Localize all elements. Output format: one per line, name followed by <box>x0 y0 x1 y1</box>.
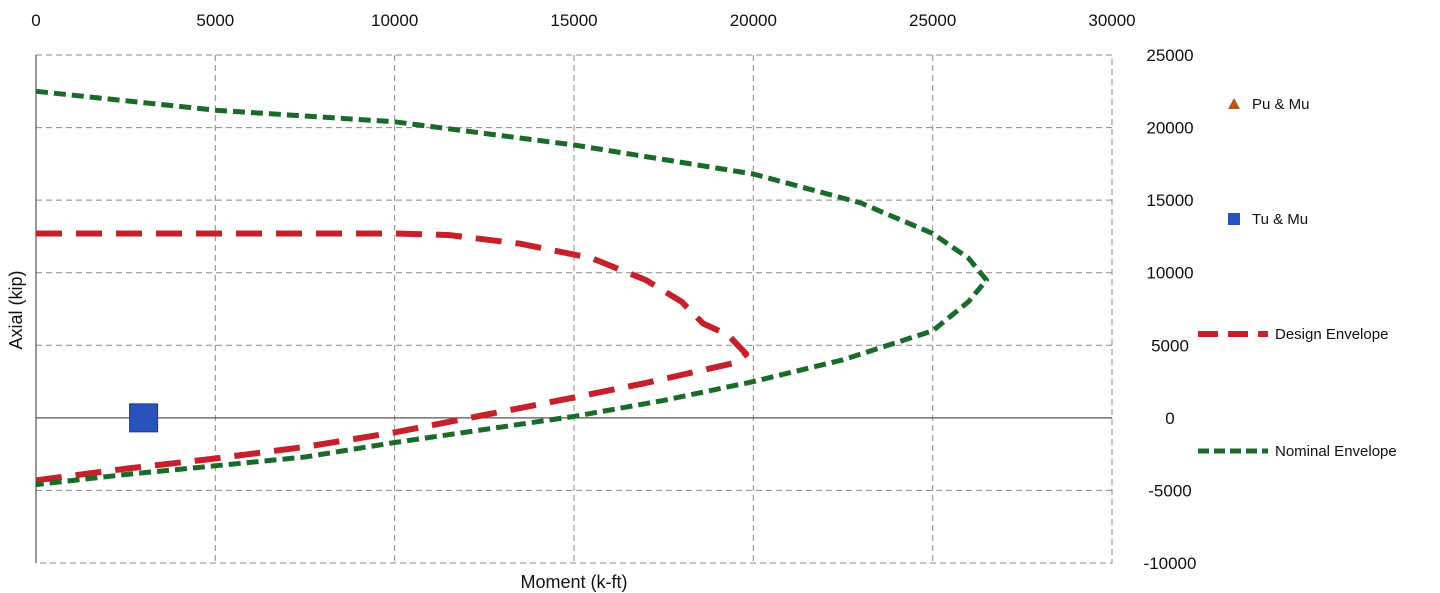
y-axis-title: Axial (kip) <box>6 270 26 349</box>
y-tick-label: 10000 <box>1146 264 1193 283</box>
tick-labels: 0 5000 10000 15000 20000 25000 30000 25000 20000… <box>31 11 1196 573</box>
legend-entry-tu-mu: Tu & Mu <box>1228 211 1308 228</box>
x-tick-label: 0 <box>31 11 40 30</box>
x-tick-label: 15000 <box>550 11 597 30</box>
x-tick-label: 25000 <box>909 11 956 30</box>
y-tick-label: 0 <box>1165 409 1174 428</box>
y-tick-label: 5000 <box>1151 336 1189 355</box>
legend-label: Design Envelope <box>1275 326 1388 343</box>
x-tick-label: 10000 <box>371 11 418 30</box>
y-tick-label: 15000 <box>1146 191 1193 210</box>
legend-entry-design-envelope: Design Envelope <box>1198 326 1388 343</box>
legend-entry-nominal-envelope: Nominal Envelope <box>1198 443 1397 460</box>
y-tick-label: 20000 <box>1146 119 1193 138</box>
x-tick-label: 30000 <box>1088 11 1135 30</box>
y-tick-label: -10000 <box>1144 554 1197 573</box>
legend: Pu & Mu Tu & Mu Design Envelope Nominal Env… <box>1198 96 1397 460</box>
x-axis-title: Moment (k-ft) <box>520 572 627 592</box>
series-line-nominal-envelope <box>35 88 989 488</box>
data-series <box>35 88 989 488</box>
series-line-design-envelope <box>35 230 750 484</box>
legend-label: Nominal Envelope <box>1275 443 1397 460</box>
data-point-tu-mu <box>129 403 159 433</box>
y-tick-label: -5000 <box>1148 481 1191 500</box>
legend-label: Tu & Mu <box>1252 211 1308 228</box>
x-tick-label: 20000 <box>730 11 777 30</box>
legend-symbol-triangle <box>1228 98 1240 109</box>
gridlines <box>36 55 1112 563</box>
y-tick-label: 25000 <box>1146 46 1193 65</box>
legend-label: Pu & Mu <box>1252 96 1310 113</box>
legend-symbol-square <box>1228 213 1240 225</box>
x-tick-label: 5000 <box>196 11 234 30</box>
legend-entry-pu-mu: Pu & Mu <box>1228 96 1310 113</box>
